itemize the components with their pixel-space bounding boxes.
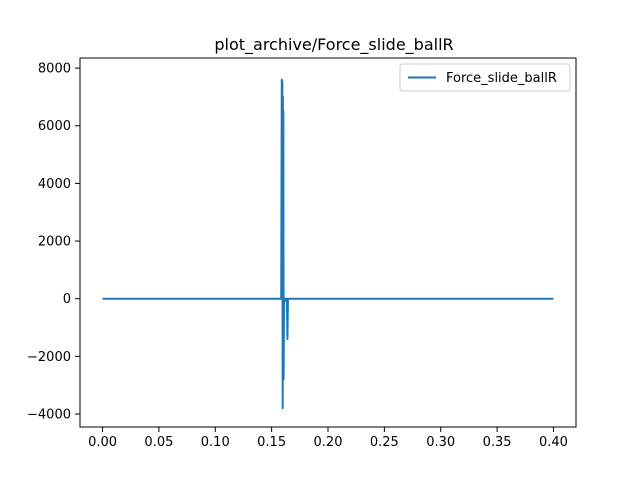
series-layer [102, 78, 554, 410]
y-tick-label: 0 [63, 292, 71, 307]
y-tick-label: 4000 [38, 177, 71, 192]
x-tick-label: 0.25 [370, 435, 399, 450]
axes-layer: 0.00 0.05 0.10 0.15 0.20 0.25 0.30 0.35 0.40 −400… [27, 62, 568, 450]
x-tick-label: 0.20 [314, 435, 343, 450]
y-tick-label: 2000 [38, 235, 71, 250]
series-line [102, 78, 554, 410]
legend-label: Force_slide_ballR [446, 71, 557, 86]
y-tick-label: −4000 [27, 408, 71, 423]
chart-title: plot_archive/Force_slide_ballR [214, 35, 453, 55]
x-tick-label: 0.05 [144, 435, 173, 450]
x-tick-label: 0.10 [201, 435, 230, 450]
legend: Force_slide_ballR [399, 63, 571, 92]
y-tick-label: 6000 [38, 119, 71, 134]
x-tick-label: 0.15 [257, 435, 286, 450]
y-tick-label: 8000 [38, 62, 71, 77]
x-tick-label: 0.40 [539, 435, 568, 450]
plot-frame [79, 57, 577, 428]
x-tick-label: 0.30 [426, 435, 455, 450]
x-tick-label: 0.35 [483, 435, 512, 450]
legend-box [399, 63, 571, 92]
y-tick-label: −2000 [27, 350, 71, 365]
x-tick-label: 0.00 [88, 435, 117, 450]
